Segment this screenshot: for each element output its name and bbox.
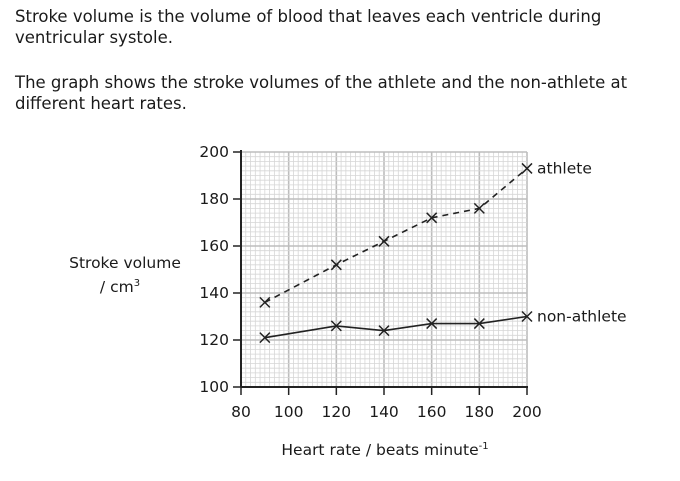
data-point-athlete — [426, 212, 438, 224]
x-tick-label: 100 — [274, 403, 304, 421]
y-tick-label: 100 — [199, 378, 229, 396]
x-axis-label: Heart rate / beats minute-1 — [281, 441, 488, 459]
description-paragraph: The graph shows the stroke volumes of th… — [15, 73, 628, 113]
series-line-athlete — [264, 167, 528, 304]
data-point-athlete — [330, 259, 342, 271]
data-point-non-athlete — [259, 332, 271, 344]
data-point-non-athlete — [426, 318, 438, 330]
series: athlete non-athlete — [259, 159, 627, 344]
y-tick-label: 160 — [199, 237, 229, 255]
x-tick-label: 160 — [417, 403, 447, 421]
x-tick-label: 200 — [512, 403, 542, 421]
x-tick-label: 80 — [231, 403, 251, 421]
data-point-non-athlete — [521, 310, 533, 323]
data-point-non-athlete — [378, 325, 390, 337]
series-label-athlete: athlete — [537, 159, 592, 177]
y-axis-label-line1: Stroke volume — [69, 254, 181, 272]
data-point-athlete — [521, 162, 533, 174]
y-tick-label: 120 — [199, 331, 229, 349]
y-tick-label: 140 — [199, 284, 229, 302]
x-tick-label: 180 — [465, 403, 495, 421]
y-axis-label-line2: / cm3 — [100, 278, 140, 296]
x-tick-label: 140 — [369, 403, 399, 421]
y-tick-label: 180 — [199, 190, 229, 208]
data-point-non-athlete — [330, 320, 342, 332]
series-label-non-athlete: non-athlete — [537, 308, 627, 326]
series-line-non-athlete — [264, 315, 528, 339]
x-tick-label: 120 — [322, 403, 352, 421]
data-point-athlete — [378, 235, 390, 247]
y-tick-label: 200 — [199, 143, 229, 161]
data-point-athlete — [473, 202, 485, 214]
data-point-athlete — [259, 296, 271, 308]
data-point-non-athlete — [473, 318, 485, 330]
grid — [240, 151, 528, 388]
intro-paragraph: Stroke volume is the volume of blood tha… — [15, 7, 602, 47]
